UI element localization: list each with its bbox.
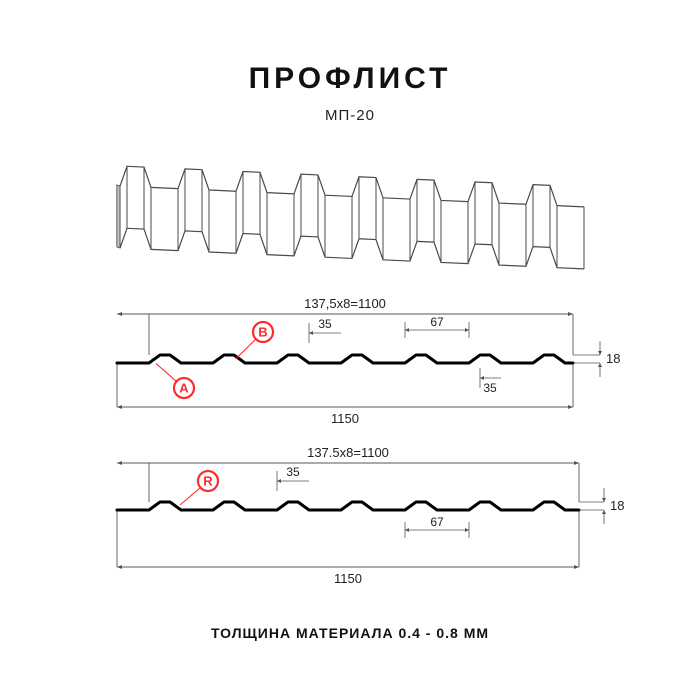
svg-text:35: 35 — [286, 465, 300, 479]
svg-text:67: 67 — [430, 515, 444, 529]
svg-text:1150: 1150 — [334, 571, 362, 586]
svg-text:137.5x8=1100: 137.5x8=1100 — [307, 445, 389, 460]
svg-text:R: R — [203, 474, 213, 489]
svg-text:18: 18 — [610, 498, 624, 513]
